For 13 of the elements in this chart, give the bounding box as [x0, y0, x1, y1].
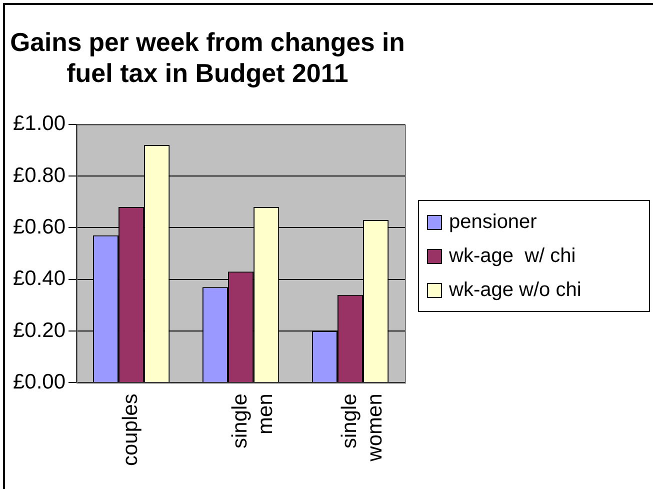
y-tick-label: £0.00 [12, 370, 66, 394]
legend-label: wk-age w/o chi [449, 278, 582, 302]
legend-label: pensioner [449, 210, 537, 234]
x-tick-label: single women [338, 394, 386, 462]
x-tick-label: single men [228, 394, 277, 448]
y-tick-label: £0.20 [12, 318, 66, 342]
y-tick-label: £0.40 [12, 267, 66, 290]
legend-label: wk-age w/ chi [449, 244, 576, 268]
y-tick-label: £1.00 [12, 112, 66, 136]
chart-title: Gains per week from changes in fuel tax in Budget 2011 [10, 28, 405, 88]
y-tick-label: £0.80 [12, 164, 66, 187]
y-tick-label: £0.60 [12, 215, 66, 238]
x-tick-label: couples [119, 394, 142, 466]
